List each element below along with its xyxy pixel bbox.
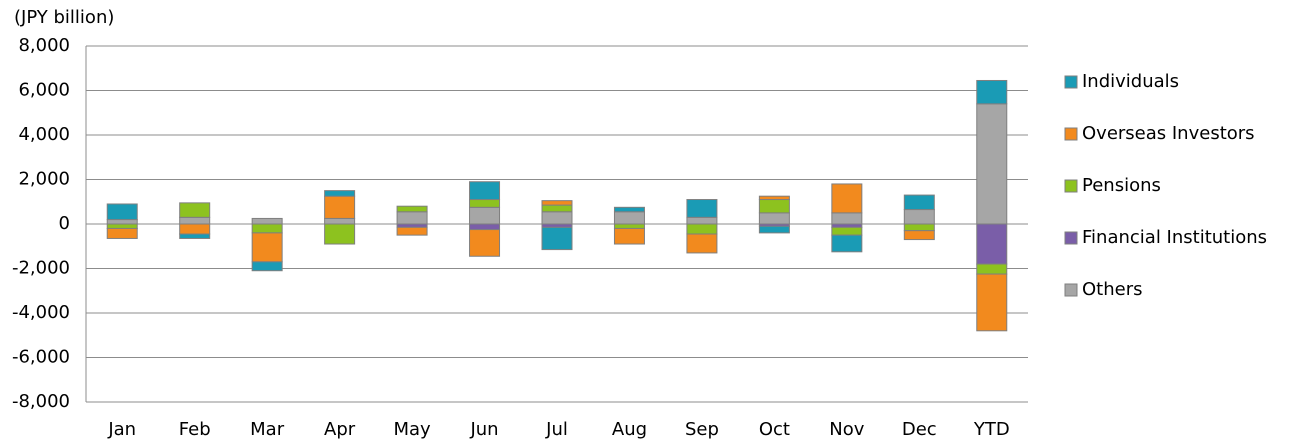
- bar-segment: [396, 205, 428, 213]
- x-tick-label: Feb: [179, 419, 211, 440]
- legend-label: Others: [1082, 279, 1143, 300]
- bar-segment: [613, 211, 645, 225]
- bar-segment: [686, 199, 718, 218]
- y-tick-label: 2,000: [18, 169, 70, 190]
- bar-segment: [106, 219, 138, 225]
- bar-segment: [179, 216, 211, 225]
- y-tick-label: 6,000: [18, 80, 70, 101]
- y-tick-label: 4,000: [18, 124, 70, 145]
- bar-segment: [831, 183, 863, 214]
- bar-segment: [541, 211, 573, 225]
- bar-segment: [976, 273, 1008, 332]
- bar-segment: [106, 227, 138, 239]
- bar-segment: [179, 233, 211, 239]
- y-tick-label: 8,000: [18, 35, 70, 56]
- bar-segment: [903, 230, 935, 241]
- bar-segment: [613, 206, 645, 213]
- y-axis-label: (JPY billion): [14, 7, 114, 28]
- x-tick-label: Dec: [902, 419, 937, 440]
- bar-segment: [831, 234, 863, 253]
- bar-segment: [106, 223, 138, 229]
- legend-swatch: [1064, 231, 1078, 245]
- bar-segment: [758, 199, 790, 214]
- legend-label: Overseas Investors: [1082, 123, 1255, 144]
- bar-segment: [903, 223, 935, 232]
- bar-segment: [251, 223, 283, 234]
- bar-segment: [179, 223, 211, 235]
- bar-segment: [903, 194, 935, 211]
- x-tick-label: Sep: [685, 419, 719, 440]
- bar-segment: [324, 195, 356, 219]
- legend-swatch: [1064, 75, 1078, 89]
- bar-segment: [541, 226, 573, 251]
- bar-segment: [976, 103, 1008, 225]
- y-tick-label: 0: [59, 213, 70, 234]
- bar-segment: [686, 216, 718, 225]
- bar-segment: [469, 206, 501, 225]
- x-tick-label: YTD: [973, 419, 1010, 440]
- bar-segment: [541, 200, 573, 206]
- bar-segment: [976, 263, 1008, 275]
- y-tick-label: -8,000: [12, 391, 70, 412]
- bar-segment: [976, 79, 1008, 105]
- bar-segment: [396, 211, 428, 225]
- x-tick-label: Apr: [324, 419, 356, 440]
- bar-segment: [251, 261, 283, 272]
- legend-swatch: [1064, 179, 1078, 193]
- bar-segment: [903, 209, 935, 225]
- legend-label: Financial Institutions: [1082, 227, 1267, 248]
- bar-segment: [541, 204, 573, 213]
- bar-segment: [106, 203, 138, 221]
- bar-segment: [758, 212, 790, 225]
- bar-segment: [396, 223, 428, 228]
- bar-segment: [324, 223, 356, 245]
- y-tick-label: -2,000: [12, 258, 70, 279]
- bar-segment: [324, 217, 356, 225]
- bar-segment: [831, 223, 863, 228]
- x-tick-label: Aug: [612, 419, 647, 440]
- bar-segment: [251, 217, 283, 225]
- y-tick-label: -4,000: [12, 302, 70, 323]
- bar-segment: [541, 223, 573, 228]
- x-tick-label: Jun: [469, 419, 498, 440]
- bar-segment: [469, 229, 501, 257]
- x-tick-label: Jul: [545, 419, 568, 440]
- bar-segment: [686, 223, 718, 235]
- bar-segment: [469, 223, 501, 231]
- bar-segment: [758, 195, 790, 201]
- x-tick-label: Mar: [250, 419, 285, 440]
- bar-segment: [758, 225, 790, 234]
- bar-segment: [831, 226, 863, 236]
- bar-segment: [686, 233, 718, 254]
- legend-label: Pensions: [1082, 175, 1161, 196]
- x-tick-label: Jan: [107, 419, 136, 440]
- bar-segment: [976, 223, 1008, 265]
- x-tick-label: Nov: [829, 419, 864, 440]
- legend-swatch: [1064, 127, 1078, 141]
- bar-segment: [613, 223, 645, 229]
- bar-segment: [613, 227, 645, 245]
- bar-segment: [324, 190, 356, 197]
- bar-segment: [469, 181, 501, 201]
- legend-label: Individuals: [1082, 71, 1179, 92]
- bar-segment: [179, 202, 211, 218]
- bar-segment: [396, 226, 428, 236]
- legend-swatch: [1064, 283, 1078, 297]
- y-tick-label: -6,000: [12, 347, 70, 368]
- x-tick-label: May: [393, 419, 431, 440]
- bar-segment: [251, 232, 283, 263]
- bar-segment: [831, 212, 863, 225]
- bar-segment: [469, 199, 501, 208]
- x-tick-label: Oct: [759, 419, 790, 440]
